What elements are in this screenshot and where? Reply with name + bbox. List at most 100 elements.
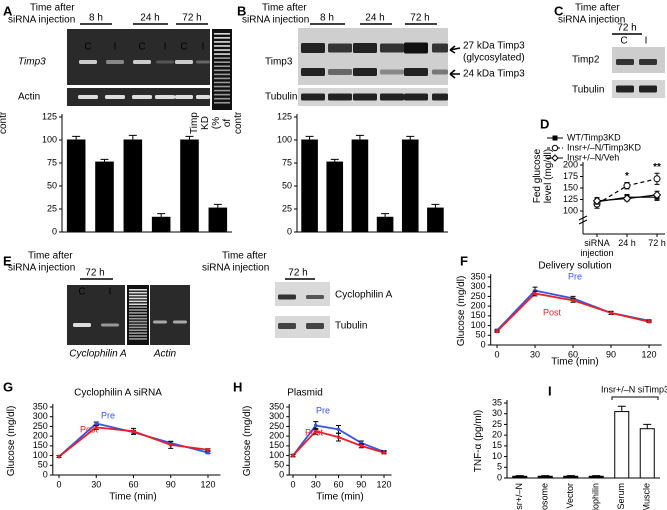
y-tick-label: 200: [269, 431, 284, 441]
y-tick-label: 250: [471, 291, 486, 301]
band: [328, 93, 352, 101]
y-tick-label: 300: [269, 411, 284, 421]
blot: [275, 316, 330, 338]
band: [616, 59, 634, 65]
time-label: Time after: [262, 3, 307, 14]
x-axis-label: Time (min): [551, 357, 598, 368]
band: [278, 294, 296, 300]
series-label: Post: [80, 424, 99, 434]
y-axis-label: TNF-α (pg/ml): [473, 409, 484, 473]
chart-title: Cyclophilin A siRNA: [74, 388, 162, 399]
ladder-band: [214, 45, 230, 47]
ladder-band: [129, 320, 147, 323]
panel-label: E: [3, 253, 12, 268]
y-tick-label: 50: [38, 460, 48, 470]
time-label: Time after: [222, 251, 267, 262]
bar: [151, 216, 171, 233]
lane-label: I: [109, 287, 112, 298]
y-tick-label: 100: [563, 205, 578, 215]
arrow: [449, 69, 460, 79]
point: [206, 447, 210, 452]
x-tick-label: Liposome: [540, 483, 550, 510]
time-label: siRNA injection: [8, 263, 75, 274]
band: [156, 60, 174, 64]
ladder-band: [214, 65, 230, 68]
lane-label: C: [78, 287, 85, 298]
band: [353, 43, 377, 53]
band: [196, 95, 210, 99]
x-tick-label: 60: [568, 349, 578, 359]
ladder-band: [129, 306, 147, 308]
band: [639, 59, 657, 65]
row-label: Cyclophilin A: [69, 349, 127, 360]
bar: [351, 139, 369, 233]
lane-label: C: [180, 42, 187, 53]
x-tick-label: 24 h: [618, 238, 636, 248]
ladder-band: [214, 93, 230, 96]
ladder-band: [214, 57, 230, 59]
blot-annotation: (glycosylated): [463, 53, 525, 64]
x-tick-label: 90: [356, 479, 366, 489]
point: [495, 329, 499, 334]
blot: [150, 285, 190, 345]
ladder-band: [214, 69, 230, 72]
lane-label: I: [202, 42, 205, 53]
y-tick-label: 30: [492, 408, 502, 418]
y-tick-label: 250: [269, 421, 284, 431]
point: [623, 182, 631, 190]
series-label: Pre: [568, 271, 582, 281]
significance-mark: **: [653, 162, 661, 173]
x-tick-label: 60: [333, 479, 343, 489]
band: [175, 95, 193, 99]
y-tick-label: 300: [33, 411, 48, 421]
time-point: 24 h: [365, 13, 384, 24]
time-label: siRNA injection: [8, 15, 75, 26]
y-tick-label: 0: [497, 472, 502, 482]
y-axis-label: Timp3 KD (% of control): [0, 112, 9, 134]
y-tick-label: 75: [282, 157, 292, 167]
row-label: Cyclophilin A: [335, 290, 393, 301]
y-tick-label: 20: [492, 430, 502, 440]
arrow: [449, 45, 461, 54]
ladder-band: [129, 326, 147, 329]
series-label: Post: [543, 307, 562, 317]
time-label: siRNA injection: [202, 263, 269, 274]
chart-title: Plasmid: [287, 388, 323, 399]
label-box: Timp3 KD (% of control): [0, 112, 9, 134]
y-tick-label: 10: [492, 451, 502, 461]
label-box: Timp3 KD (% of control): [188, 112, 244, 134]
bar: [123, 139, 143, 233]
bar: [537, 475, 553, 479]
x-tick-label: 90: [606, 349, 616, 359]
y-tick-label: 25: [492, 419, 502, 429]
blot-annotation: 27 kDa Timp3: [463, 41, 525, 52]
row-label: Tubulin: [335, 321, 367, 332]
ladder-band: [214, 41, 230, 43]
time-point: 72 h: [182, 13, 201, 24]
point: [359, 444, 364, 448]
band: [380, 93, 404, 101]
band: [278, 323, 296, 329]
label-box: 72 h: [648, 238, 666, 248]
time-point: 24 h: [140, 13, 159, 24]
y-axis-label: Timp3 KD (% of control): [188, 112, 244, 134]
row-label: Timp3: [265, 57, 293, 68]
y-tick-label: 125: [277, 111, 292, 121]
point: [647, 319, 651, 324]
bar: [376, 216, 394, 233]
bar: [208, 207, 228, 233]
y-tick-label: 0: [287, 226, 292, 236]
x-axis-label: Time (min): [109, 492, 156, 503]
point: [313, 429, 318, 434]
panel-label: C: [554, 3, 564, 18]
bar: [512, 475, 528, 479]
y-axis-label: Glucose (mg/dl): [6, 405, 17, 477]
axis-break: [578, 215, 588, 225]
y-axis-label: Fed glucose level (mg/dl): [532, 148, 554, 204]
bar: [401, 139, 419, 233]
x-tick-label: Vector: [565, 483, 575, 509]
significance-mark: *: [625, 171, 629, 182]
row-label: Actin: [18, 92, 40, 103]
legend-marker: [551, 144, 559, 152]
